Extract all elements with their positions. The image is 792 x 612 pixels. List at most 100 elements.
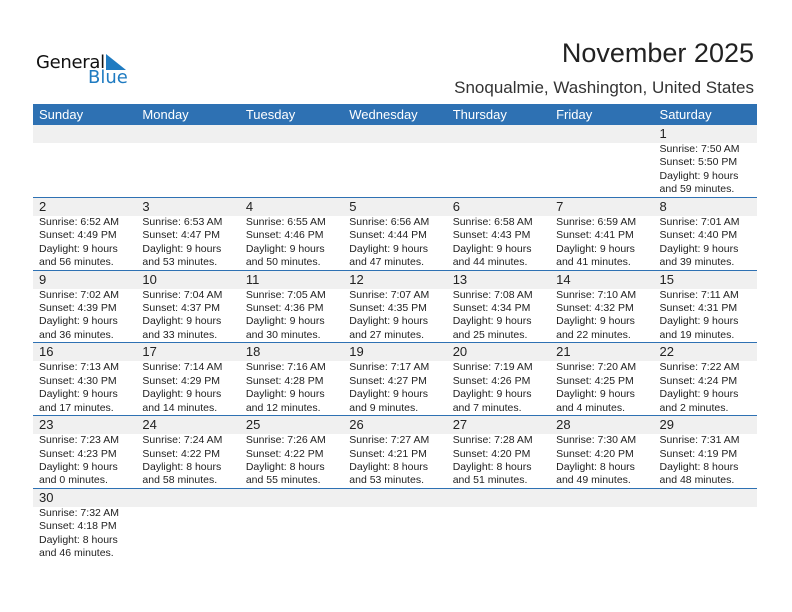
daylight-minutes-text: and 46 minutes. xyxy=(39,547,114,560)
day-cell: 18 Sunrise: 7:16 AM Sunset: 4:28 PM Dayligh… xyxy=(240,343,343,415)
daylight-text: Daylight: 9 hours xyxy=(659,169,739,182)
day-number: 2 xyxy=(39,198,47,214)
daylight-minutes-text: and 58 minutes. xyxy=(142,474,218,487)
day-number: 5 xyxy=(349,198,357,214)
sunrise-text: Sunrise: 7:24 AM xyxy=(142,434,223,447)
weekday-header: Sunday Monday Tuesday Wednesday Thursday Frid… xyxy=(33,104,757,125)
sunset-text: Sunset: 4:40 PM xyxy=(659,229,738,242)
day-cell: 15 Sunrise: 7:11 AM Sunset: 4:31 PM Dayligh… xyxy=(654,271,757,343)
sunrise-text: Sunrise: 7:11 AM xyxy=(659,288,739,301)
week-row: 30 Sunrise: 7:32 AM Sunset: 4:18 PM Dayligh… xyxy=(33,488,757,562)
empty-cell xyxy=(550,489,653,562)
week-row: 2 Sunrise: 6:52 AM Sunset: 4:49 PM Daylight… xyxy=(33,197,757,271)
sunrise-text: Sunrise: 7:26 AM xyxy=(245,434,326,447)
daylight-text: Daylight: 9 hours xyxy=(452,242,532,255)
daylight-minutes-text: and 53 minutes. xyxy=(142,256,218,269)
sunset-text: Sunset: 4:34 PM xyxy=(452,302,531,314)
daylight-minutes-text: and 7 minutes. xyxy=(452,401,522,414)
day-number: 3 xyxy=(142,198,150,214)
day-cell: 8 Sunrise: 7:01 AM Sunset: 4:40 PM Daylight… xyxy=(654,198,757,270)
day-cell: 24 Sunrise: 7:24 AM Sunset: 4:22 PM Dayligh… xyxy=(136,416,239,488)
daylight-text: Daylight: 9 hours xyxy=(556,315,635,328)
day-number: 16 xyxy=(39,344,54,360)
daylight-minutes-text: and 12 minutes. xyxy=(245,401,321,414)
sunrise-text: Sunrise: 7:32 AM xyxy=(39,506,119,519)
daylight-text: Daylight: 8 hours xyxy=(659,461,739,473)
week-row: 1 Sunrise: 7:50 AM Sunset: 5:50 PM Daylight… xyxy=(33,125,757,198)
sunset-text: Sunset: 4:29 PM xyxy=(142,374,221,387)
sunset-text: Sunset: 4:28 PM xyxy=(245,374,324,387)
sunset-text: Sunset: 4:24 PM xyxy=(659,374,738,387)
sunrise-text: Sunrise: 7:27 AM xyxy=(349,434,430,447)
sunset-text: Sunset: 4:30 PM xyxy=(39,374,117,387)
day-cell: 16 Sunrise: 7:13 AM Sunset: 4:30 PM Dayligh… xyxy=(33,343,136,415)
day-cell: 4 Sunrise: 6:55 AM Sunset: 4:46 PM Daylight… xyxy=(240,198,343,270)
empty-cell xyxy=(447,489,550,562)
weekday-monday: Monday xyxy=(142,107,189,122)
sunrise-text: Sunrise: 7:23 AM xyxy=(39,434,119,447)
day-cell: 22 Sunrise: 7:22 AM Sunset: 4:24 PM Dayligh… xyxy=(654,343,757,415)
sunset-text: Sunset: 4:32 PM xyxy=(556,302,634,314)
daylight-minutes-text: and 17 minutes. xyxy=(39,401,114,414)
daylight-minutes-text: and 4 minutes. xyxy=(556,401,625,414)
sunrise-text: Sunrise: 7:28 AM xyxy=(452,434,533,447)
daylight-text: Daylight: 9 hours xyxy=(659,315,739,328)
day-number: 23 xyxy=(39,417,54,433)
sunrise-text: Sunrise: 6:58 AM xyxy=(452,215,533,228)
daylight-text: Daylight: 9 hours xyxy=(39,242,118,255)
day-cell: 9 Sunrise: 7:02 AM Sunset: 4:39 PM Daylight… xyxy=(33,271,136,343)
empty-cell xyxy=(343,125,446,197)
sunrise-text: Sunrise: 7:50 AM xyxy=(659,143,740,155)
calendar-body: 1 Sunrise: 7:50 AM Sunset: 5:50 PM Daylight… xyxy=(33,125,757,562)
daylight-text: Daylight: 9 hours xyxy=(349,315,429,328)
day-cell: 26 Sunrise: 7:27 AM Sunset: 4:21 PM Dayligh… xyxy=(343,416,446,488)
empty-cell xyxy=(33,125,136,197)
sunrise-text: Sunrise: 7:10 AM xyxy=(556,288,637,301)
day-cell: 21 Sunrise: 7:20 AM Sunset: 4:25 PM Dayligh… xyxy=(550,343,653,415)
empty-cell xyxy=(654,489,757,562)
daylight-minutes-text: and 49 minutes. xyxy=(556,474,631,487)
daylight-minutes-text: and 56 minutes. xyxy=(39,256,114,269)
sunrise-text: Sunrise: 7:08 AM xyxy=(452,288,533,301)
day-number: 21 xyxy=(556,344,571,360)
day-cell: 27 Sunrise: 7:28 AM Sunset: 4:20 PM Dayligh… xyxy=(447,416,550,488)
daylight-text: Daylight: 9 hours xyxy=(349,388,429,401)
day-number: 27 xyxy=(452,417,468,433)
day-cell: 25 Sunrise: 7:26 AM Sunset: 4:22 PM Dayligh… xyxy=(240,416,343,488)
sunset-text: Sunset: 4:46 PM xyxy=(245,229,324,242)
day-cell: 17 Sunrise: 7:14 AM Sunset: 4:29 PM Dayligh… xyxy=(136,343,239,415)
weekday-thursday: Thursday xyxy=(452,107,507,122)
day-number: 25 xyxy=(245,417,261,433)
day-number: 17 xyxy=(142,344,157,360)
sunrise-text: Sunrise: 7:20 AM xyxy=(556,361,637,374)
daylight-text: Daylight: 8 hours xyxy=(142,461,222,473)
sunrise-text: Sunrise: 6:59 AM xyxy=(556,215,637,228)
sunrise-text: Sunrise: 7:14 AM xyxy=(142,361,223,374)
logo-triangle-icon xyxy=(106,54,126,70)
sunrise-text: Sunrise: 6:55 AM xyxy=(245,215,326,228)
sunset-text: Sunset: 4:25 PM xyxy=(556,374,634,387)
daylight-minutes-text: and 36 minutes. xyxy=(39,328,114,341)
day-number: 8 xyxy=(659,198,667,214)
day-number: 14 xyxy=(556,271,571,287)
daylight-text: Daylight: 9 hours xyxy=(659,388,739,401)
sunset-text: Sunset: 4:26 PM xyxy=(452,374,531,387)
sunset-text: Sunset: 4:37 PM xyxy=(142,302,221,314)
weekday-sunday: Sunday xyxy=(39,107,84,122)
location-subtitle: Snoqualmie, Washington, United States xyxy=(454,78,754,97)
daylight-text: Daylight: 8 hours xyxy=(349,461,429,473)
daylight-text: Daylight: 8 hours xyxy=(556,461,635,473)
daylight-text: Daylight: 9 hours xyxy=(556,242,635,255)
daylight-minutes-text: and 50 minutes. xyxy=(245,256,321,269)
empty-cell xyxy=(447,125,550,197)
daylight-minutes-text: and 0 minutes. xyxy=(39,474,108,487)
day-number: 15 xyxy=(659,271,674,287)
sunset-text: Sunset: 4:18 PM xyxy=(39,520,117,533)
sunset-text: Sunset: 4:22 PM xyxy=(245,447,324,460)
empty-cell xyxy=(136,125,239,197)
day-cell: 5 Sunrise: 6:56 AM Sunset: 4:44 PM Daylight… xyxy=(343,198,446,270)
sunset-text: Sunset: 4:41 PM xyxy=(556,229,634,242)
page-title: November 2025 xyxy=(561,38,754,68)
day-cell: 12 Sunrise: 7:07 AM Sunset: 4:35 PM Dayligh… xyxy=(343,271,446,343)
day-cell: 2 Sunrise: 6:52 AM Sunset: 4:49 PM Daylight… xyxy=(33,198,136,270)
